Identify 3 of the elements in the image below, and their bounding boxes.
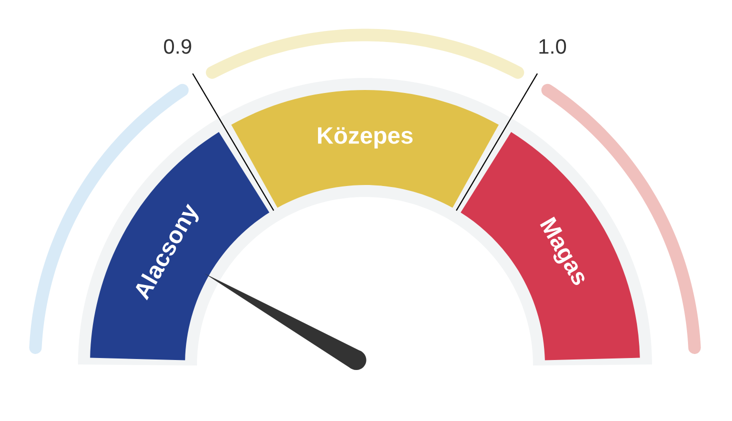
- slice-label: Közepes: [318, 127, 413, 149]
- text: 0.9: [164, 39, 192, 54]
- text: 1.0: [539, 39, 566, 54]
